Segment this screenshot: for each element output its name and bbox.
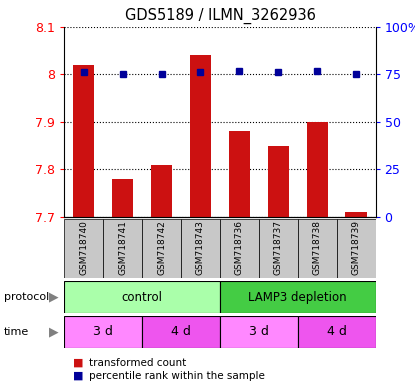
Text: LAMP3 depletion: LAMP3 depletion [249, 291, 347, 304]
Text: 3 d: 3 d [249, 325, 269, 338]
Text: GSM718736: GSM718736 [235, 220, 244, 275]
Bar [220, 316, 298, 348]
Bar [103, 219, 142, 278]
Bar [151, 165, 172, 217]
Bar [181, 219, 220, 278]
Text: ▶: ▶ [49, 325, 59, 338]
Bar [259, 219, 298, 278]
Text: GSM718740: GSM718740 [79, 220, 88, 275]
Text: GSM718741: GSM718741 [118, 220, 127, 275]
Bar [64, 219, 103, 278]
Bar [73, 65, 95, 217]
Bar [345, 212, 367, 217]
Bar [190, 55, 211, 217]
Text: ■: ■ [73, 371, 83, 381]
Bar [64, 281, 220, 313]
Bar [307, 122, 328, 217]
Text: GSM718742: GSM718742 [157, 220, 166, 275]
Title: GDS5189 / ILMN_3262936: GDS5189 / ILMN_3262936 [124, 8, 315, 24]
Bar [268, 146, 289, 217]
Text: 4 d: 4 d [171, 325, 191, 338]
Text: control: control [122, 291, 163, 304]
Bar [220, 219, 259, 278]
Text: transformed count: transformed count [89, 358, 186, 368]
Bar [298, 219, 337, 278]
Bar [142, 219, 181, 278]
Text: percentile rank within the sample: percentile rank within the sample [89, 371, 265, 381]
Text: ▶: ▶ [49, 291, 59, 304]
Text: 3 d: 3 d [93, 325, 113, 338]
Text: GSM718743: GSM718743 [196, 220, 205, 275]
Text: GSM718738: GSM718738 [313, 220, 322, 275]
Bar [337, 219, 376, 278]
Bar [220, 281, 376, 313]
Text: GSM718739: GSM718739 [352, 220, 361, 275]
Bar [142, 316, 220, 348]
Bar [64, 316, 142, 348]
Bar [229, 131, 250, 217]
Bar [112, 179, 133, 217]
Bar [298, 316, 376, 348]
Text: GSM718737: GSM718737 [274, 220, 283, 275]
Text: time: time [4, 327, 29, 337]
Text: protocol: protocol [4, 292, 49, 302]
Text: ■: ■ [73, 358, 83, 368]
Text: 4 d: 4 d [327, 325, 347, 338]
